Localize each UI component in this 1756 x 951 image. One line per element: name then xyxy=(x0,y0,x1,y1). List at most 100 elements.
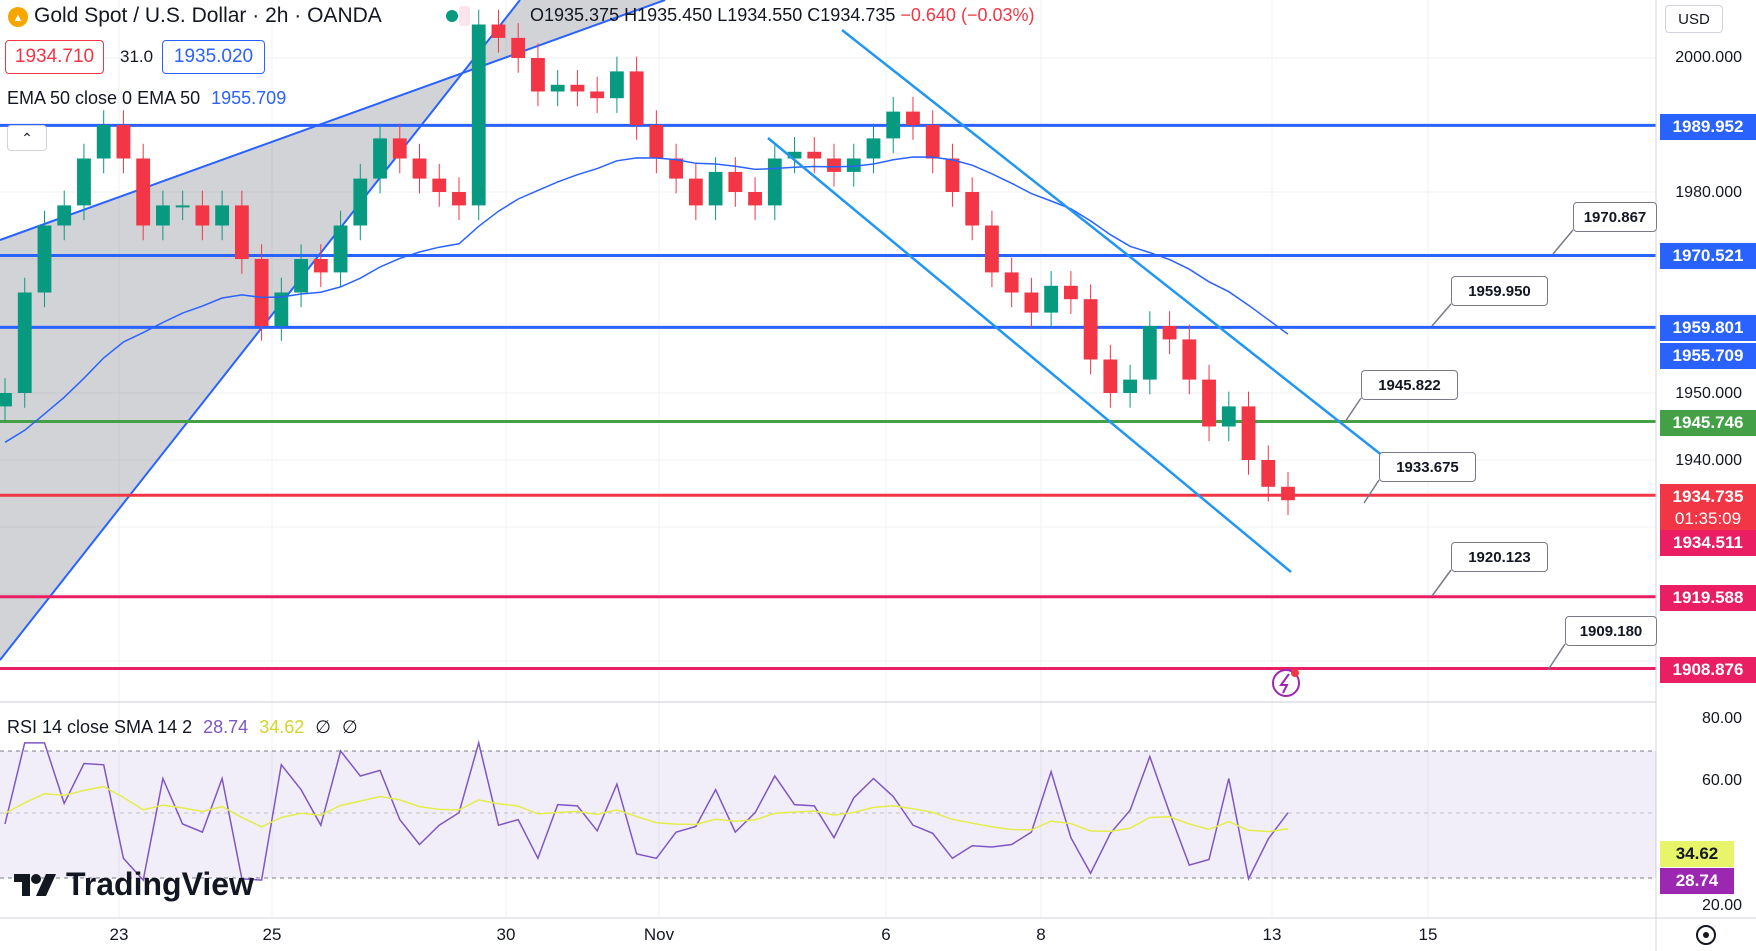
channel-lower-line xyxy=(0,0,521,661)
callout-connector xyxy=(1547,643,1566,671)
settings-gear-center-icon xyxy=(1703,932,1709,938)
candle-body xyxy=(373,138,387,179)
rsi-sma-tag: 34.62 xyxy=(1660,841,1734,867)
price-tag: 1934.511 xyxy=(1660,530,1756,556)
time-axis-label: 23 xyxy=(109,925,129,944)
rsi-axis-label: 80.00 xyxy=(1701,710,1742,727)
time-axis-label: 25 xyxy=(262,925,282,944)
collapse-legend-button[interactable]: ⌃ xyxy=(7,125,47,151)
callout-connector xyxy=(1431,569,1452,597)
tradingview-logo-icon xyxy=(14,873,56,896)
candle-body xyxy=(452,192,466,206)
rsi-sma-line xyxy=(4,785,1289,833)
ema-legend[interactable]: EMA 50 close 0 EMA 50 1955.709 xyxy=(7,88,286,109)
ohlc-change: −0.640 (−0.03%) xyxy=(900,5,1035,25)
chevron-up-icon: ⌃ xyxy=(21,129,33,146)
alert-dot-icon xyxy=(1291,669,1299,677)
candle-body xyxy=(313,259,328,273)
callout-connector xyxy=(1552,229,1574,255)
ohlc-low: L1934.550 xyxy=(717,5,803,25)
candle-body xyxy=(96,125,111,159)
rsi-line xyxy=(4,739,1289,882)
price-callout[interactable]: 1920.123 xyxy=(1451,542,1548,572)
horizontal-levels[interactable] xyxy=(0,123,1656,671)
price-callout[interactable]: 1933.675 xyxy=(1379,452,1476,482)
candle-body xyxy=(1083,299,1098,360)
currency-button[interactable]: USD xyxy=(1665,5,1723,33)
ohlc-open: O1935.375 xyxy=(530,5,620,25)
candle-body xyxy=(0,393,12,407)
candle-body xyxy=(1044,285,1059,313)
price-callout[interactable]: 1945.822 xyxy=(1361,370,1458,400)
candle-body xyxy=(392,138,407,159)
price-callout[interactable]: 1959.950 xyxy=(1451,276,1548,306)
price-axis-label: 1980.000 xyxy=(1675,184,1742,201)
time-axis-label: 15 xyxy=(1418,925,1438,944)
time-axis-label: 30 xyxy=(496,925,516,944)
tradingview-logo[interactable]: TradingView xyxy=(12,866,254,903)
candle-body xyxy=(787,151,802,159)
rsi-label: RSI 14 close SMA 14 2 xyxy=(7,717,193,737)
candle-body xyxy=(491,24,506,38)
price-callout[interactable]: 1970.867 xyxy=(1573,202,1657,232)
candle-body xyxy=(1241,406,1256,460)
downtrend-upper-line xyxy=(841,29,1389,461)
callout-connector xyxy=(1431,303,1452,327)
spread-value: 31.0 xyxy=(120,47,154,66)
price-callout[interactable]: 1909.180 xyxy=(1565,616,1657,646)
candle-body xyxy=(767,158,782,206)
rsi-axis-label: 20.00 xyxy=(1701,897,1742,914)
candle-body xyxy=(215,205,230,226)
price-tag: 1908.876 xyxy=(1660,657,1756,683)
price-tag: 1955.709 xyxy=(1660,343,1756,369)
price-tag: 1959.801 xyxy=(1660,315,1756,341)
alert-icon[interactable] xyxy=(1272,669,1300,697)
time-axis-label: 13 xyxy=(1262,925,1282,944)
candle-body xyxy=(1142,326,1157,380)
candle-body xyxy=(471,24,486,206)
ohlc-close: C1934.735 xyxy=(807,5,896,25)
ascending-channel[interactable] xyxy=(0,0,665,660)
svg-text:▲: ▲ xyxy=(13,12,24,24)
ask-price-button[interactable]: 1935.020 xyxy=(162,40,265,74)
candle-body xyxy=(945,158,960,192)
callout-connector xyxy=(1344,397,1362,423)
bid-price-button[interactable]: 1934.710 xyxy=(5,40,104,74)
time-axis-label: Nov xyxy=(643,925,675,944)
candle-body xyxy=(688,178,703,206)
candle-body xyxy=(412,158,427,179)
downtrend-lower-line xyxy=(767,137,1292,573)
candle-body xyxy=(1063,285,1078,300)
rsi-legend[interactable]: RSI 14 close SMA 14 2 28.74 34.62 ∅ ∅ xyxy=(7,717,358,738)
candle-body xyxy=(550,84,565,92)
candle-body xyxy=(846,158,861,172)
symbol-title[interactable]: Gold Spot / U.S. Dollar · 2h · OANDA xyxy=(34,4,382,27)
candle-body xyxy=(1281,486,1295,501)
settings-gear-icon[interactable] xyxy=(1696,925,1716,945)
candle-body xyxy=(1221,406,1236,427)
candle-body xyxy=(570,84,585,92)
candle-body xyxy=(1261,460,1276,487)
price-tag: 1970.521 xyxy=(1660,243,1756,269)
candle-body xyxy=(195,205,210,226)
candle-body xyxy=(531,58,545,92)
rsi-value: 28.74 xyxy=(203,717,249,737)
candle-body xyxy=(511,37,526,58)
candle-body xyxy=(827,158,841,172)
price-tag: 1919.588 xyxy=(1660,585,1756,611)
candle-body xyxy=(294,259,308,293)
candle-body xyxy=(116,125,131,159)
ohlc-values: O1935.375 H1935.450 L1934.550 C1934.735 … xyxy=(530,5,1035,26)
candle-body xyxy=(1123,379,1138,393)
candle-body xyxy=(254,259,269,326)
callout-connector xyxy=(1363,479,1380,504)
candle-body xyxy=(1182,339,1197,380)
gold-symbol-icon: ▲ xyxy=(7,6,29,34)
market-status-icon[interactable] xyxy=(442,4,470,34)
candle-body xyxy=(432,178,447,192)
channel-upper-line xyxy=(0,0,666,241)
candle-body xyxy=(886,111,901,139)
candle-body xyxy=(748,192,762,206)
candle-body xyxy=(274,292,289,326)
